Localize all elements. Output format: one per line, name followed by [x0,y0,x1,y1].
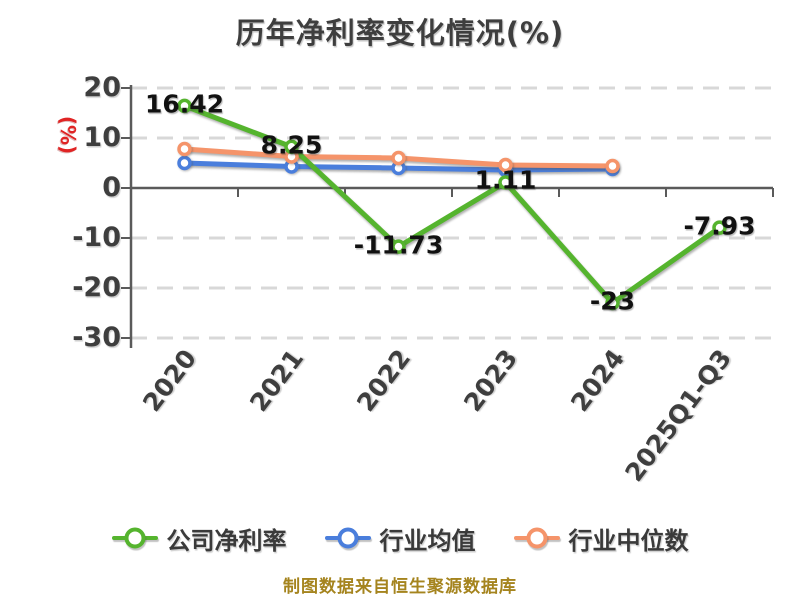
data-point-行业中位数-2020 [177,141,192,157]
chart-title: 历年净利率变化情况(%) [235,16,565,50]
y-tick-label--20: -20 [72,272,121,303]
data-point-行业中位数-2022 [391,150,406,166]
data-source-note: 制图数据来自恒生聚源数据库 [283,577,517,597]
data-point-公司净利率-2021 [284,139,299,154]
legend-item-company-net-margin[interactable]: 公司净利率 [111,521,287,556]
legend-label-industry-median: 行业中位数 [568,526,689,555]
y-tick-label-10: 10 [83,122,121,153]
data-point-行业中位数-2024 [605,158,620,174]
data-point-行业均值-2020 [177,155,192,171]
data-label-2021: 8.25 [260,130,323,160]
data-point-行业中位数-2023 [498,157,513,173]
data-label-2025Q1-Q3: -7.93 [683,211,756,241]
data-point-公司净利率-2022 [391,239,406,254]
y-tick-label--30: -30 [72,322,121,353]
legend-item-industry-median[interactable]: 行业中位数 [513,521,689,556]
data-point-公司净利率-2020 [177,98,192,114]
series-line-公司净利率 [182,103,722,306]
legend-marker-blue-icon [324,526,371,550]
data-point-公司净利率-2023 [498,175,513,190]
legend-item-industry-average[interactable]: 行业均值 [324,521,476,556]
data-point-公司净利率-2024 [605,295,620,311]
legend-label-industry-average: 行业均值 [379,526,476,555]
legend-label-company-net-margin: 公司净利率 [166,526,287,555]
data-label-2020: 16.42 [144,89,225,119]
y-tick-label-0: 0 [102,172,121,203]
legend-marker-green-icon [111,526,158,550]
data-label-2024: -23 [589,286,636,316]
data-label-2022: -11.73 [353,230,444,260]
y-tick-label--10: -10 [72,222,121,253]
y-tick-label-20: 20 [83,72,121,103]
data-label-2023: 1.11 [474,165,537,195]
data-point-公司净利率-2025Q1-Q3 [712,220,727,235]
chart-legend: 公司净利率 行业均值 行业中位数 [0,521,800,556]
legend-marker-orange-icon [513,526,560,550]
